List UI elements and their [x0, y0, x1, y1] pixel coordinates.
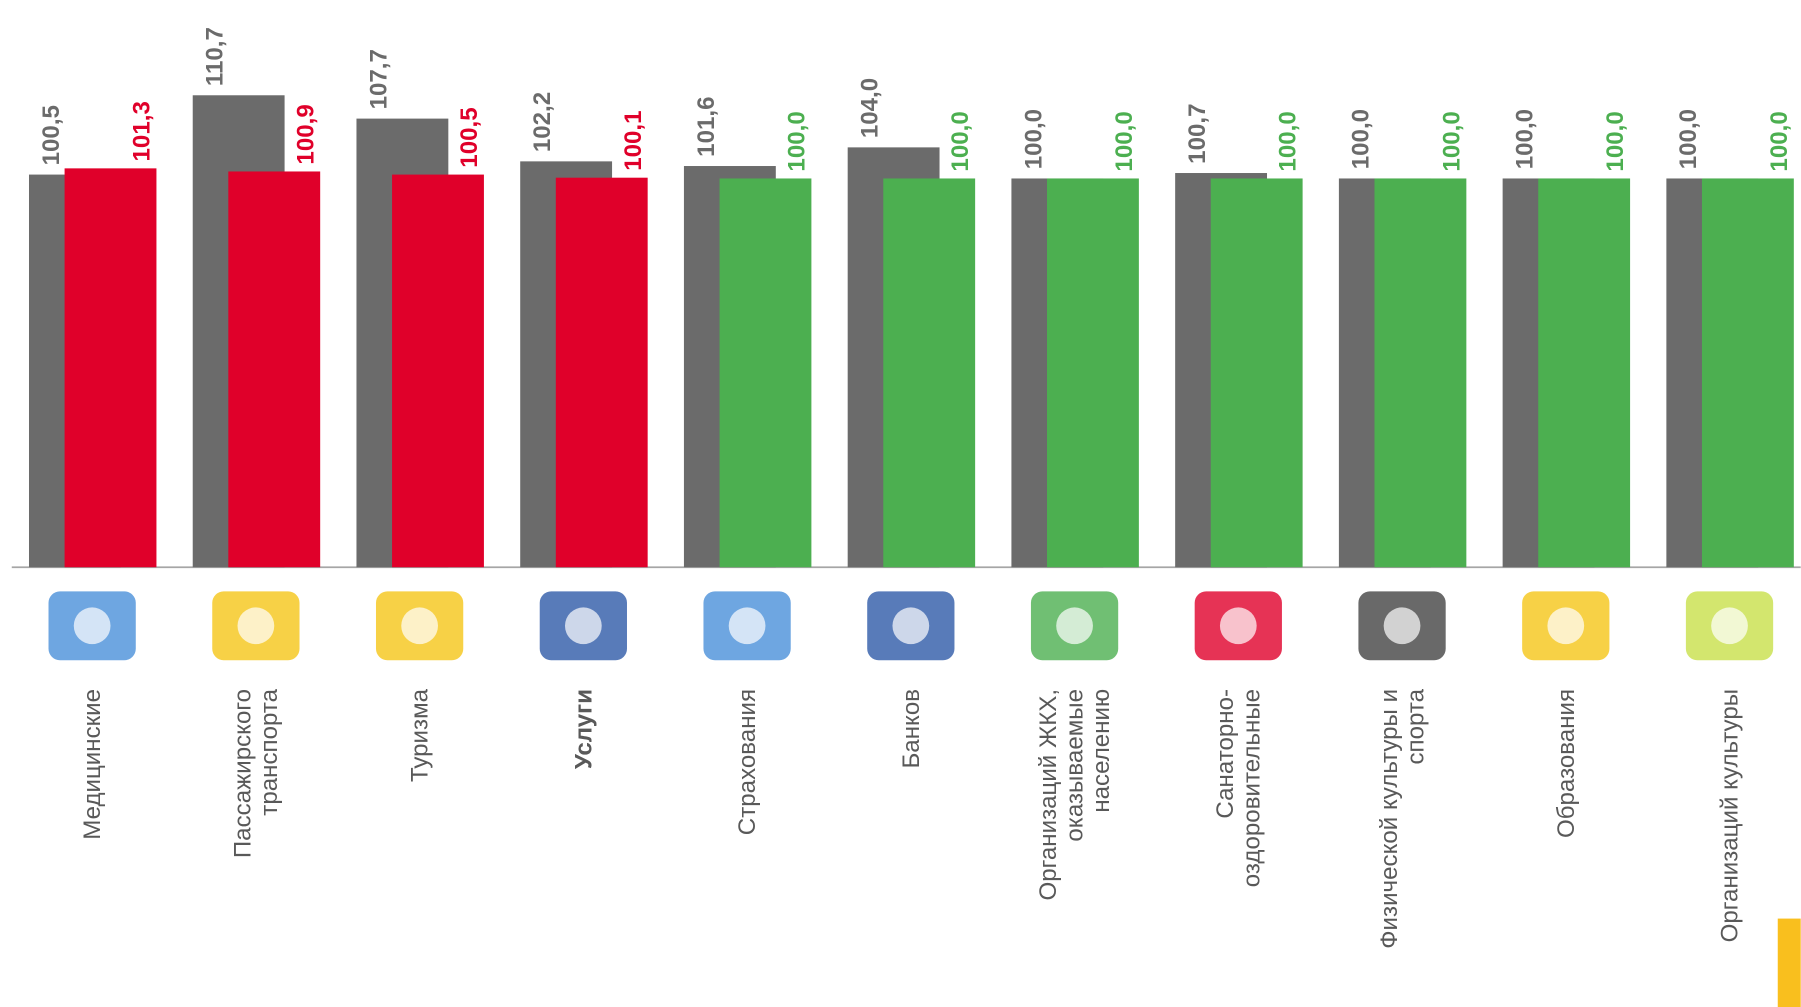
- bar: [392, 174, 484, 568]
- icon: [564, 607, 602, 645]
- x-tick-label-line: транспорта: [256, 688, 283, 815]
- value-label: 100,0: [1511, 109, 1538, 169]
- x-tick-label-line: спорта: [1402, 688, 1429, 764]
- value-label: 100,0: [1438, 111, 1465, 171]
- value-label: 110,7: [202, 27, 229, 86]
- icon: [1383, 607, 1421, 645]
- value-label: 100,0: [1602, 111, 1629, 171]
- value-label: 100,0: [1675, 109, 1702, 169]
- value-label: 101,6: [693, 96, 720, 156]
- icon: [892, 607, 930, 645]
- value-label: 100,1: [620, 110, 647, 170]
- x-tick-label: Санаторно-оздоровительные: [1212, 689, 1265, 887]
- x-tick-label: Медицинские: [79, 689, 106, 840]
- x-tick-label-line: Организаций культуры: [1717, 689, 1744, 942]
- x-tick-label-line: Пассажирского: [230, 689, 257, 858]
- icon: [1547, 607, 1585, 645]
- icon: [401, 607, 438, 645]
- x-tick-label: Страхования: [734, 689, 761, 835]
- value-label: 100,5: [456, 107, 483, 167]
- bar: [883, 178, 976, 568]
- value-label: 102,2: [529, 92, 556, 152]
- x-tick-label: Банков: [898, 689, 925, 769]
- x-tick-label-line: Образования: [1553, 689, 1580, 838]
- bar: [1701, 178, 1794, 568]
- bar: [1538, 178, 1631, 568]
- x-tick-label-line: Страхования: [734, 689, 761, 835]
- value-label: 100,0: [1020, 109, 1047, 169]
- bar: [1210, 178, 1303, 568]
- x-tick-label: Физической культуры испорта: [1376, 688, 1429, 948]
- x-tick-label-line: Услуги: [570, 689, 597, 769]
- value-label: 100,0: [947, 111, 974, 171]
- value-label: 100,7: [1184, 103, 1211, 163]
- x-tick-label: Услуги: [570, 689, 597, 769]
- bar: [719, 178, 812, 568]
- bar: [64, 168, 157, 568]
- bar: [555, 177, 648, 568]
- x-tick-label-line: Банков: [898, 689, 925, 769]
- bar: [228, 171, 321, 568]
- x-tick-label: Организаций культуры: [1717, 689, 1744, 942]
- x-tick-label: Организаций ЖКХ,оказываемыенаселению: [1035, 689, 1115, 901]
- x-tick-label: Пассажирскоготранспорта: [230, 688, 283, 858]
- value-label: 100,0: [1766, 111, 1793, 171]
- icon: [73, 607, 111, 645]
- x-tick-label: Туризма: [407, 688, 434, 782]
- value-label: 104,0: [857, 78, 884, 138]
- x-tick-label-line: Санаторно-: [1212, 689, 1239, 819]
- corner-tab: [1777, 918, 1801, 1007]
- x-tick-label-line: Медицинские: [79, 689, 106, 840]
- icon: [728, 607, 766, 645]
- icon: [1219, 607, 1257, 645]
- value-label: 101,3: [129, 101, 156, 161]
- value-label: 100,0: [1275, 111, 1302, 171]
- x-tick-label-line: оказываемые: [1062, 689, 1089, 842]
- x-tick-label: Образования: [1553, 689, 1580, 838]
- bar: [1047, 178, 1139, 568]
- value-label: 100,9: [292, 104, 319, 164]
- value-label: 107,7: [365, 49, 392, 109]
- x-tick-label-line: Организаций ЖКХ,: [1035, 689, 1062, 901]
- bar: [1374, 178, 1467, 568]
- value-label: 100,0: [1111, 111, 1138, 171]
- x-tick-label-line: Физической культуры и: [1376, 689, 1403, 949]
- value-label: 100,0: [784, 111, 811, 171]
- icon: [1056, 607, 1093, 645]
- x-tick-label-line: Туризма: [407, 688, 434, 782]
- value-label: 100,5: [38, 105, 65, 165]
- icon: [1711, 607, 1748, 645]
- value-label: 100,0: [1348, 109, 1375, 169]
- icon: [237, 607, 275, 645]
- x-tick-label-line: оздоровительные: [1239, 689, 1266, 887]
- x-tick-label-line: населению: [1088, 689, 1115, 813]
